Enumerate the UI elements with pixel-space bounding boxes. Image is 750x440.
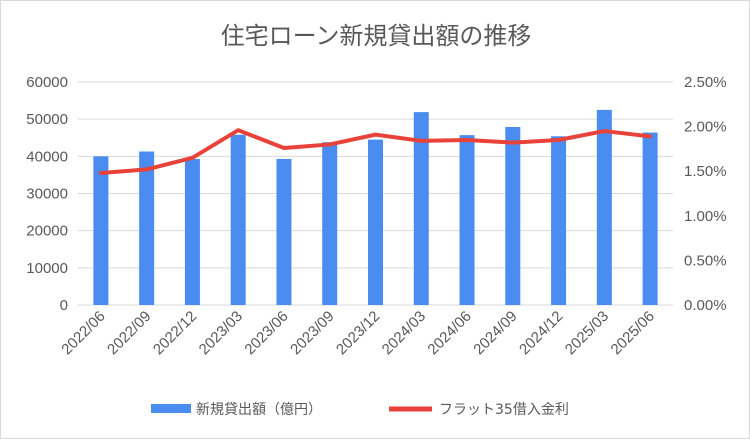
legend: 新規貸出額（億円） フラット35借入金利 [151,402,569,418]
right-tick-label: 2.50% [684,74,727,91]
legend-bar-swatch [151,404,191,413]
x-tick-label: 2024/03 [379,308,429,358]
x-axis: 2022/062022/092022/122023/032023/062023/… [58,308,658,358]
bar [322,142,338,305]
bar [459,135,475,305]
right-tick-label: 2.00% [684,119,727,136]
left-tick-label: 40000 [26,148,68,165]
x-tick-label: 2023/03 [196,308,246,358]
rate-line [98,128,653,175]
left-tick-label: 20000 [26,223,68,240]
chart-title: 住宅ローン新規貸出額の推移 [221,22,532,50]
left-tick-label: 30000 [26,186,68,203]
right-axis: 0.00% 0.50% 1.00% 1.50% 2.00% 2.50% [684,74,727,314]
x-tick-label: 2022/09 [104,308,154,358]
left-tick-label: 60000 [26,74,68,91]
left-axis: 0 10000 20000 30000 40000 50000 60000 [26,74,68,314]
bar [368,139,383,305]
bar [413,112,429,305]
x-tick-label: 2024/09 [470,308,520,358]
line-series [98,128,653,175]
bar-series [93,109,658,305]
bar [505,126,521,305]
bar [93,156,109,305]
bar [276,158,292,305]
legend-bar-label: 新規貸出額（億円） [196,402,322,418]
bar [184,158,200,305]
x-tick-label: 2023/09 [287,308,337,358]
right-tick-label: 1.00% [684,208,727,225]
right-tick-label: 1.50% [684,163,727,180]
left-tick-label: 0 [60,297,68,314]
legend-line-label: フラット35借入金利 [439,402,569,418]
bar [139,151,155,305]
left-tick-label: 50000 [26,111,68,128]
x-tick-label: 2024/06 [424,308,474,358]
x-tick-label: 2023/06 [241,308,291,358]
x-tick-label: 2025/06 [608,308,658,358]
bar [642,132,658,305]
right-tick-label: 0.50% [684,252,727,269]
x-tick-label: 2024/12 [516,308,566,358]
x-tick-label: 2023/12 [333,308,383,358]
left-tick-label: 10000 [26,260,68,277]
x-tick-label: 2022/12 [150,308,200,358]
x-tick-label: 2022/06 [58,308,108,358]
x-tick-label: 2025/03 [562,308,612,358]
bar [551,136,567,305]
bar [596,109,612,305]
right-tick-label: 0.00% [684,297,727,314]
bar [230,134,246,305]
